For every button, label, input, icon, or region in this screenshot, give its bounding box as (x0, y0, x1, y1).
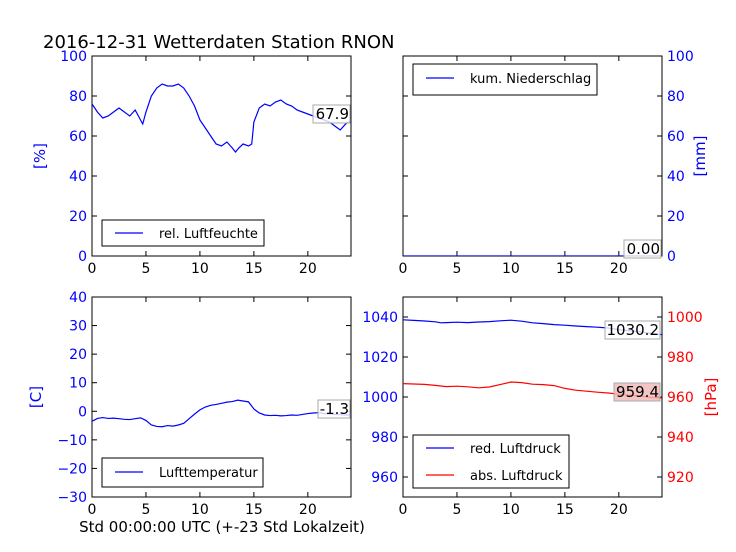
legend-box (101, 219, 265, 247)
legend-label: rel. Luftfeuchte (159, 227, 258, 242)
y-right-tick-label: 920 (667, 470, 694, 486)
x-tick-label: 0 (88, 502, 97, 518)
annotation-box (317, 399, 351, 419)
annotation-value: 67.9 (316, 105, 349, 123)
annotation-box (623, 239, 662, 259)
x-tick-label: 5 (452, 261, 461, 277)
legend: rel. Luftfeuchte (101, 219, 265, 247)
legend-label: red. Luftdruck (470, 442, 561, 457)
annotation-box (613, 382, 661, 402)
annotation-value: 0.00 (627, 240, 660, 258)
y-tick-label: 0 (78, 404, 87, 420)
annotation-value: 959.4 (616, 383, 659, 401)
y-tick-label: 20 (69, 347, 87, 363)
y-tick-label: 80 (69, 89, 87, 105)
y-axis-label: [C] (27, 386, 45, 408)
y-tick-label: 100 (667, 49, 694, 65)
x-tick-label: 20 (610, 261, 628, 277)
x-tick-label: 20 (610, 502, 628, 518)
x-tick-label: 20 (299, 502, 317, 518)
x-tick-label: 0 (88, 261, 97, 277)
x-tick-label: 15 (556, 261, 574, 277)
annotation-box (604, 320, 661, 340)
x-tick-label: 15 (245, 261, 263, 277)
y-axis-label: [%] (31, 143, 49, 169)
x-tick-label: 0 (399, 502, 408, 518)
series-line-rel-luftfeuchte (92, 83, 351, 153)
y-tick-label: 980 (371, 430, 398, 446)
y-tick-label: −30 (57, 490, 87, 506)
x-tick-label: 20 (299, 261, 317, 277)
y-tick-label: 60 (667, 129, 685, 145)
y-tick-label: 0 (667, 249, 676, 265)
legend: kum. Niederschlag (412, 63, 598, 96)
y-tick-label: 40 (69, 169, 87, 185)
x-tick-label: 10 (502, 502, 520, 518)
y-tick-label: 20 (667, 209, 685, 225)
y-tick-label: −10 (57, 433, 87, 449)
legend: red. Luftdruck abs. Luftdruck (412, 434, 570, 489)
x-tick-label: 15 (556, 502, 574, 518)
y-tick-label: 80 (667, 89, 685, 105)
y-tick-label: 20 (69, 209, 87, 225)
x-tick-label: 5 (452, 502, 461, 518)
annotation-value: -1.3 (320, 400, 349, 418)
y-tick-label: 30 (69, 319, 87, 335)
legend: Lufttemperatur (101, 457, 264, 488)
y-axis-label: [hPa] (702, 378, 720, 417)
annotation-value: 1030.2 (607, 321, 660, 339)
y-tick-label: 960 (371, 470, 398, 486)
y-tick-label: 100 (60, 49, 87, 65)
x-tick-label: 10 (502, 261, 520, 277)
legend-label: Lufttemperatur (159, 466, 258, 481)
value-annotation: -1.3 (317, 399, 351, 419)
y-tick-label: 60 (69, 129, 87, 145)
y-tick-label: 1040 (362, 310, 398, 326)
y-axis-label: [mm] (691, 136, 709, 177)
x-tick-label: 5 (141, 261, 150, 277)
legend-label: abs. Luftdruck (470, 469, 563, 484)
precip-panel: 0 5 10 15 20 0 20 40 60 80 100 [mm] kum. Niederschla… (399, 49, 709, 277)
y-tick-label: 40 (667, 169, 685, 185)
y-right-tick-label: 980 (667, 350, 694, 366)
figure-title: 2016-12-31 Wetterdaten Station RNON (43, 32, 394, 53)
x-tick-label: 10 (191, 502, 209, 518)
value-annotation: 1030.2 (604, 320, 661, 340)
legend-box (412, 63, 598, 96)
annotation-box (312, 104, 351, 124)
x-tick-label: 5 (141, 502, 150, 518)
y-tick-label: 10 (69, 376, 87, 392)
humidity-panel: 0 5 10 15 20 0 20 40 60 80 100 [%] rel. Luftfeuchte 6… (31, 49, 352, 277)
x-tick-label: 10 (191, 261, 209, 277)
value-annotation: 959.4 (613, 382, 661, 402)
value-annotation: 0.00 (623, 239, 662, 259)
y-tick-label: 40 (69, 290, 87, 306)
pressure-panel: 0 5 10 15 20 960 980 1000 1020 1040 920 940 960 980 10… (362, 296, 720, 518)
y-tick-label: 1020 (362, 350, 398, 366)
value-annotation: 67.9 (312, 104, 351, 124)
y-tick-label: −20 (57, 461, 87, 477)
legend-box (412, 434, 570, 489)
temperature-panel: 0 5 10 15 20 −30 −20 −10 0 10 20 30 40 [C] Std 00:00:0… (27, 290, 365, 536)
series-line-lufttemperatur (92, 399, 351, 428)
x-axis-label: Std 00:00:00 UTC (+-23 Std Lokalzeit) (79, 518, 365, 536)
y-right-tick-label: 940 (667, 430, 694, 446)
y-right-tick-label: 960 (667, 390, 694, 406)
y-right-tick-label: 1000 (667, 310, 703, 326)
legend-label: kum. Niederschlag (470, 72, 591, 87)
x-tick-label: 15 (245, 502, 263, 518)
x-tick-label: 0 (399, 261, 408, 277)
y-tick-label: 1000 (362, 390, 398, 406)
y-tick-label: 0 (78, 249, 87, 265)
